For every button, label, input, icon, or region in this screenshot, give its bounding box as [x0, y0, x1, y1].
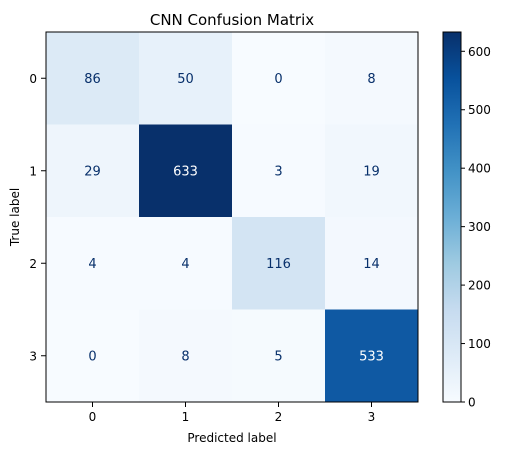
heatmap-cell	[46, 217, 140, 310]
cell-value-label: 0	[274, 72, 282, 87]
heatmap-cell	[232, 309, 326, 403]
cell-value-label: 29	[84, 164, 101, 179]
cell-value-label: 4	[181, 257, 189, 272]
x-tick-label: 3	[368, 410, 376, 424]
heatmap-cell	[325, 124, 419, 218]
heatmap-cell	[232, 217, 326, 310]
cell-value-label: 86	[84, 72, 101, 87]
x-tick-label: 0	[89, 410, 97, 424]
x-axis-ticks: 0 1 2 3	[89, 402, 376, 424]
heatmap-cell	[232, 32, 326, 125]
heatmap-cell	[232, 124, 326, 218]
colorbar-tick-label: 400	[468, 162, 491, 176]
heatmap-cell	[139, 217, 233, 310]
heatmap-cell	[325, 32, 419, 125]
heatmap-cell	[325, 309, 419, 403]
y-axis-ticks: 0 1 2 3	[29, 72, 46, 363]
matrix-frame	[45, 31, 419, 403]
y-tick-label: 1	[29, 164, 37, 178]
chart-title: CNN Confusion Matrix	[150, 11, 314, 29]
colorbar-tick-label: 300	[468, 220, 491, 234]
x-tick-label: 1	[182, 410, 190, 424]
cell-value-label: 633	[173, 164, 198, 179]
colorbar	[442, 31, 462, 403]
y-tick-label: 3	[29, 349, 37, 363]
x-tick-label: 2	[275, 410, 283, 424]
cell-value-label: 19	[363, 164, 380, 179]
cell-value-label: 3	[274, 164, 282, 179]
heatmap-cell	[325, 217, 419, 310]
heatmap-cell	[139, 309, 233, 403]
cell-value-label: 50	[177, 72, 194, 87]
cell-value-label: 8	[181, 349, 189, 364]
colorbar-tick-label: 100	[468, 337, 491, 351]
colorbar-ticks: 0 100 200 300 400 500 600	[461, 45, 491, 410]
colorbar-tick-label: 0	[468, 396, 476, 410]
y-tick-label: 2	[29, 257, 37, 271]
heatmap-cell	[46, 309, 140, 403]
heatmap-cell	[46, 32, 140, 125]
y-axis-label: True label	[8, 188, 22, 247]
cell-value-label: 116	[266, 257, 291, 272]
cell-value-label: 8	[367, 72, 375, 87]
colorbar-tick-label: 600	[468, 45, 491, 59]
heatmap-cell	[46, 124, 140, 218]
cell-value-label: 5	[274, 349, 282, 364]
cell-value-label: 0	[88, 349, 96, 364]
y-tick-label: 0	[29, 72, 37, 86]
heatmap-cell	[139, 124, 233, 218]
cell-value-labels: 86 50 0 8 29 633 3 19 4 4 116 14 0 8 5 533	[84, 72, 384, 365]
cell-value-label: 4	[88, 257, 96, 272]
cell-value-label: 533	[359, 349, 384, 364]
colorbar-tick-label: 200	[468, 279, 491, 293]
cell-value-label: 14	[363, 257, 380, 272]
colorbar-tick-label: 500	[468, 103, 491, 117]
x-axis-label: Predicted label	[187, 431, 276, 445]
heatmap-cells	[46, 32, 419, 403]
heatmap-cell	[139, 32, 233, 125]
